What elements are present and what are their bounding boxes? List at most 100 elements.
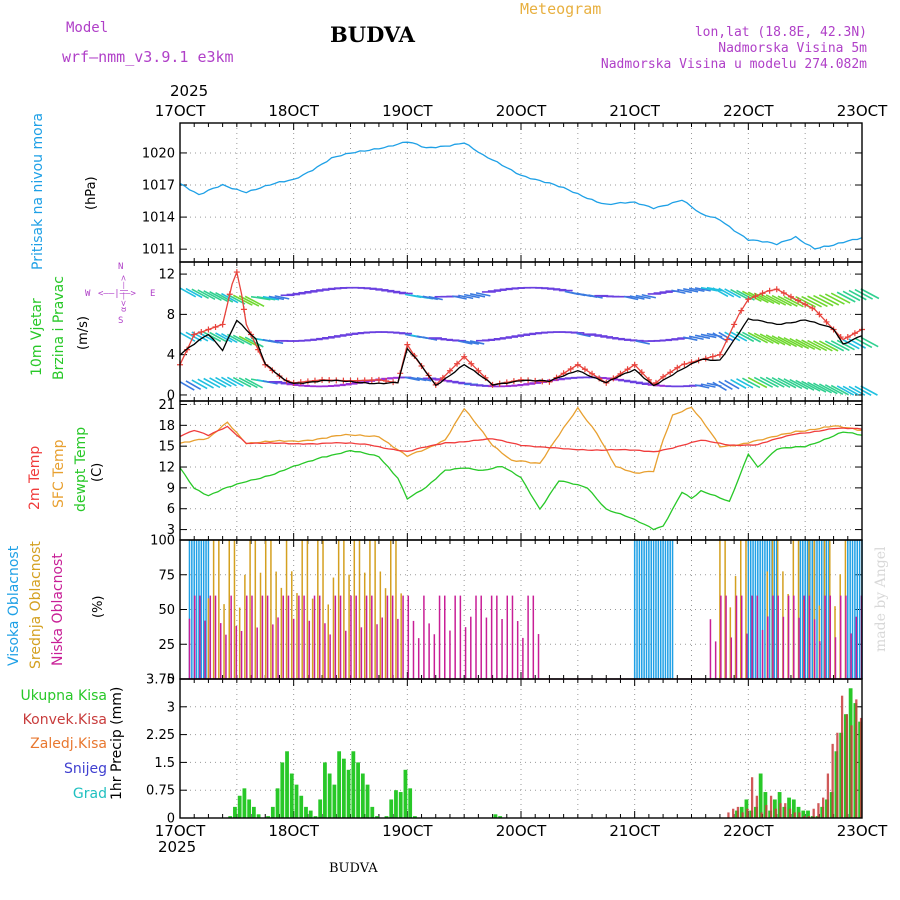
wind-arrow xyxy=(203,377,221,389)
gust-marker xyxy=(212,323,219,330)
precip-conv-bar xyxy=(793,812,796,818)
gust-marker xyxy=(844,334,851,341)
lon-lat: lon,lat (18.8E, 42.3N) xyxy=(694,25,867,40)
wind-ytick-label: 12 xyxy=(158,268,175,283)
wind-arrow xyxy=(688,287,705,293)
wind-arrow xyxy=(807,295,828,308)
legend-frozen: Zaledj.Kisa xyxy=(30,736,107,752)
x-label-bottom: 18OCT xyxy=(268,822,319,840)
wind-arrow xyxy=(712,381,727,391)
wind-arrow xyxy=(694,334,711,340)
gust-marker xyxy=(539,378,546,385)
gust-marker xyxy=(468,360,475,367)
cloud-ytick-label: 0 xyxy=(167,673,175,688)
x-label-top: 20OCT xyxy=(496,102,547,120)
elevation: Nadmorska Visina 5m xyxy=(718,41,867,56)
x-label-top: 17OCT xyxy=(155,102,206,120)
temperature-ytick-label: 6 xyxy=(167,502,175,517)
wind-arrow xyxy=(824,340,845,352)
gust-marker xyxy=(780,289,787,296)
precip-ytick-label: 1.5 xyxy=(154,756,175,771)
cloud-ytick-label: 25 xyxy=(158,638,175,653)
precip-conv-bar xyxy=(822,797,825,818)
wind-arrow xyxy=(824,384,844,396)
wind-arrow xyxy=(215,376,232,388)
precip-conv-bar xyxy=(736,806,740,818)
precip-total-bar xyxy=(289,773,294,818)
wind-arrow xyxy=(765,294,787,306)
compass-arrow-h: <——|——> xyxy=(98,289,136,299)
gust-marker xyxy=(816,311,823,318)
wind-arrow xyxy=(416,377,432,382)
legend-convective: Konvek.Kisa xyxy=(22,712,107,728)
wind-arrow xyxy=(801,380,821,392)
precip-total-bar xyxy=(341,758,346,818)
wind-arrow xyxy=(830,384,850,396)
precip-conv-bar xyxy=(727,812,730,818)
wind-arrow xyxy=(860,385,878,396)
wind-arrow xyxy=(238,377,258,389)
precip-total-bar xyxy=(228,816,233,818)
precip-conv-bar xyxy=(845,714,848,818)
wind-arrow xyxy=(191,379,208,390)
precip-conv-bar xyxy=(760,812,763,818)
legend-snow: Snijeg xyxy=(63,761,107,777)
wind-arrow xyxy=(469,293,486,298)
precip-total-bar xyxy=(493,814,498,818)
x-label-top: 18OCT xyxy=(268,102,319,120)
gust-marker xyxy=(702,355,709,362)
precip-total-bar xyxy=(413,816,417,818)
wind-arrow xyxy=(226,333,245,345)
gust-marker xyxy=(589,370,596,377)
temperature-ytick-label: 9 xyxy=(167,481,175,496)
precip-conv-bar xyxy=(850,725,853,818)
precip-conv-bar xyxy=(859,717,863,818)
precip-total-bar xyxy=(801,810,806,818)
wind-arrow xyxy=(842,290,861,302)
footer-title: BUDVA xyxy=(329,861,378,876)
wind-arrow xyxy=(256,295,276,301)
compass-e: E xyxy=(150,289,156,299)
precip-total-bar xyxy=(346,769,351,818)
precip-conv-bar xyxy=(798,812,801,818)
precip-total-bar xyxy=(337,751,342,818)
wind-arrow xyxy=(629,295,645,300)
wind-arrow xyxy=(694,287,711,292)
gust-marker xyxy=(404,341,411,348)
precip-conv-bar xyxy=(779,803,782,818)
wind-arrow xyxy=(718,380,733,391)
gust-marker xyxy=(454,360,461,367)
precip-conv-bar xyxy=(803,816,806,818)
wind-arrow xyxy=(671,289,686,295)
x-label-top: 19OCT xyxy=(382,102,433,120)
precip-total-bar xyxy=(394,790,398,818)
gust-marker xyxy=(674,364,681,371)
wind-arrow xyxy=(736,378,754,389)
gust-marker xyxy=(205,326,212,333)
gust-marker xyxy=(802,301,809,308)
cloud-ytick-label: 75 xyxy=(158,568,175,583)
wind-arrow xyxy=(221,376,237,387)
precip-total-bar xyxy=(313,816,318,818)
wind-arrow xyxy=(641,293,657,299)
wind-arrow xyxy=(783,295,804,308)
wind-arrow xyxy=(830,340,850,352)
gust-marker xyxy=(368,377,375,384)
wind-arrow xyxy=(724,331,741,342)
wind-arrow xyxy=(747,377,768,389)
precip-total-bar xyxy=(285,751,289,818)
compass-s: S xyxy=(118,316,124,326)
precip-total-bar xyxy=(247,799,252,818)
wind-arrow xyxy=(232,334,253,346)
wind-arrow xyxy=(842,385,859,396)
gust-marker xyxy=(766,287,773,294)
precip-total-bar xyxy=(408,788,413,818)
gust-marker xyxy=(745,296,752,303)
wind-arrow xyxy=(428,295,443,301)
precip-total-bar xyxy=(308,810,313,818)
gust-marker xyxy=(233,269,240,276)
wind-arrow xyxy=(771,294,792,307)
gust-marker xyxy=(731,321,738,328)
precip-conv-bar xyxy=(840,695,844,818)
precip-conv-bar xyxy=(812,808,815,818)
